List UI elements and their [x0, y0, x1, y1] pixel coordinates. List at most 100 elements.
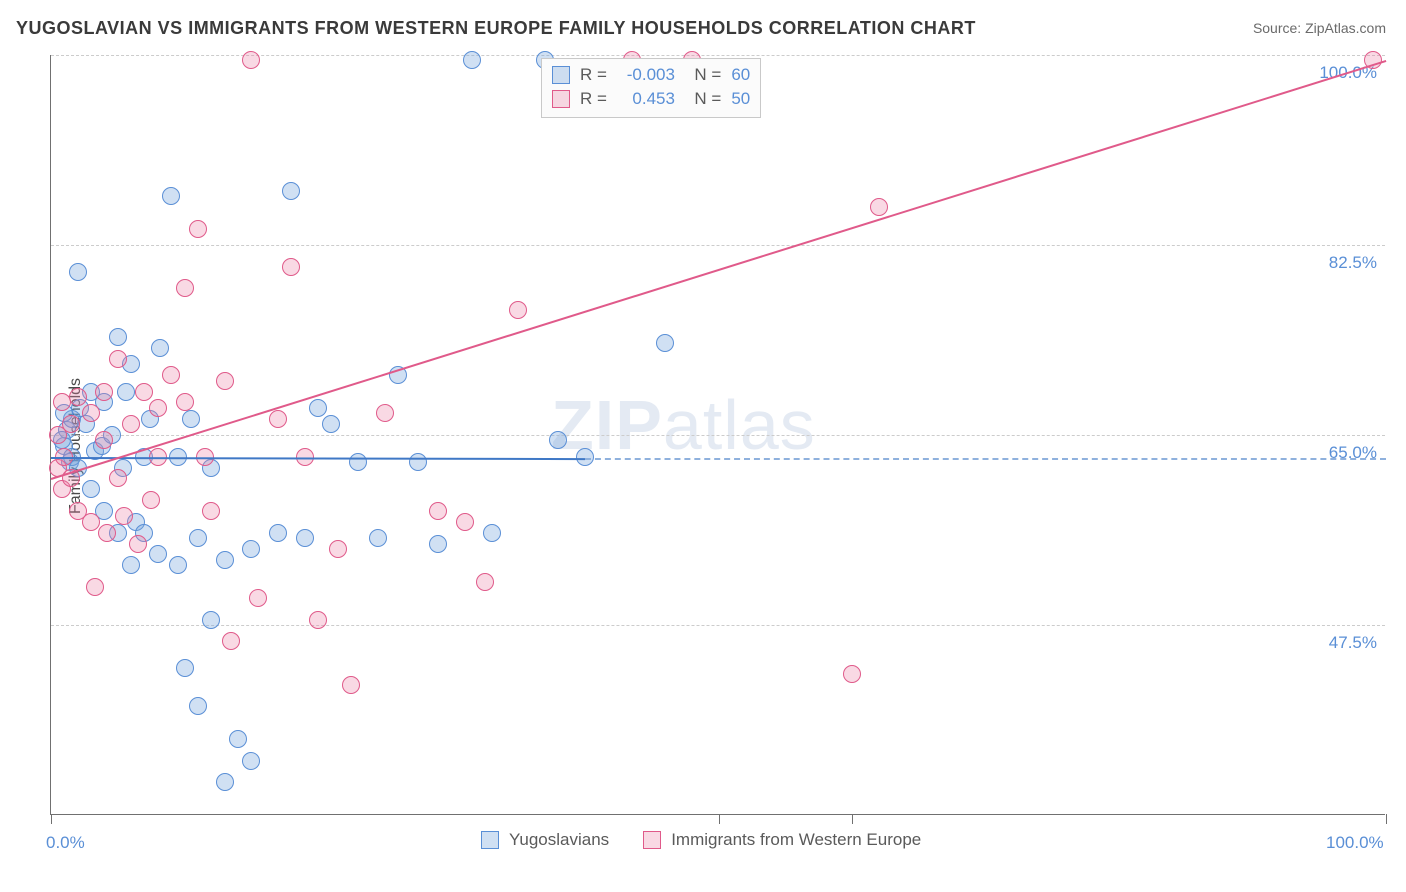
- scatter-point-yugo: [242, 752, 260, 770]
- scatter-point-yugo: [282, 182, 300, 200]
- scatter-point-weur: [109, 469, 127, 487]
- scatter-point-weur: [249, 589, 267, 607]
- scatter-point-weur: [115, 507, 133, 525]
- scatter-point-weur: [176, 279, 194, 297]
- legend-r-label: R =: [580, 87, 607, 111]
- chart-container: YUGOSLAVIAN VS IMMIGRANTS FROM WESTERN E…: [0, 0, 1406, 892]
- chart-title: YUGOSLAVIAN VS IMMIGRANTS FROM WESTERN E…: [16, 18, 976, 39]
- legend-n-label: N =: [685, 63, 721, 87]
- watermark-atlas: atlas: [663, 386, 816, 464]
- scatter-point-weur: [122, 415, 140, 433]
- legend-row-weur: R = 0.453 N = 50: [552, 87, 750, 111]
- scatter-point-weur: [843, 665, 861, 683]
- scatter-point-yugo: [576, 448, 594, 466]
- plot-area: ZIPatlas 47.5%65.0%82.5%100.0%0.0%100.0%…: [50, 55, 1385, 815]
- scatter-point-yugo: [216, 773, 234, 791]
- scatter-point-yugo: [322, 415, 340, 433]
- trend-line-dash: [585, 458, 1386, 460]
- x-tick-label: 0.0%: [46, 833, 85, 853]
- scatter-point-weur: [62, 415, 80, 433]
- scatter-point-yugo: [151, 339, 169, 357]
- scatter-point-weur: [222, 632, 240, 650]
- scatter-point-weur: [129, 535, 147, 553]
- scatter-point-yugo: [369, 529, 387, 547]
- scatter-point-weur: [216, 372, 234, 390]
- legend-label-yugo: Yugoslavians: [509, 830, 609, 850]
- x-tick: [852, 814, 853, 824]
- scatter-point-yugo: [429, 535, 447, 553]
- scatter-point-yugo: [549, 431, 567, 449]
- scatter-point-yugo: [202, 611, 220, 629]
- scatter-point-weur: [376, 404, 394, 422]
- scatter-point-yugo: [169, 556, 187, 574]
- gridline: [51, 245, 1385, 246]
- y-tick-label: 82.5%: [1329, 253, 1377, 273]
- scatter-point-yugo: [349, 453, 367, 471]
- scatter-point-yugo: [216, 551, 234, 569]
- legend-r-value: -0.003: [617, 63, 675, 87]
- legend-r-label: R =: [580, 63, 607, 87]
- x-tick: [1386, 814, 1387, 824]
- scatter-point-weur: [82, 404, 100, 422]
- scatter-point-weur: [69, 388, 87, 406]
- scatter-point-yugo: [69, 263, 87, 281]
- scatter-point-yugo: [149, 545, 167, 563]
- scatter-point-weur: [342, 676, 360, 694]
- scatter-point-weur: [95, 383, 113, 401]
- x-tick: [719, 814, 720, 824]
- y-tick-label: 65.0%: [1329, 443, 1377, 463]
- x-tick-label: 100.0%: [1326, 833, 1384, 853]
- scatter-point-yugo: [463, 51, 481, 69]
- scatter-point-weur: [309, 611, 327, 629]
- scatter-point-yugo: [483, 524, 501, 542]
- scatter-point-weur: [176, 393, 194, 411]
- gridline: [51, 435, 1385, 436]
- scatter-point-yugo: [122, 556, 140, 574]
- legend-label-weur: Immigrants from Western Europe: [671, 830, 921, 850]
- trend-line: [51, 457, 585, 460]
- scatter-point-yugo: [656, 334, 674, 352]
- scatter-point-weur: [269, 410, 287, 428]
- scatter-point-weur: [162, 366, 180, 384]
- scatter-point-yugo: [82, 480, 100, 498]
- scatter-point-yugo: [296, 529, 314, 547]
- scatter-point-weur: [509, 301, 527, 319]
- scatter-point-yugo: [109, 328, 127, 346]
- scatter-point-weur: [476, 573, 494, 591]
- scatter-point-weur: [109, 350, 127, 368]
- x-tick: [51, 814, 52, 824]
- scatter-point-yugo: [117, 383, 135, 401]
- scatter-point-yugo: [182, 410, 200, 428]
- scatter-point-weur: [189, 220, 207, 238]
- legend-correlation: R = -0.003 N = 60 R = 0.453 N = 50: [541, 58, 761, 118]
- legend-n-value: 50: [731, 87, 750, 111]
- y-tick-label: 47.5%: [1329, 633, 1377, 653]
- scatter-point-weur: [142, 491, 160, 509]
- scatter-point-weur: [870, 198, 888, 216]
- scatter-point-yugo: [189, 697, 207, 715]
- scatter-point-yugo: [176, 659, 194, 677]
- legend-row-yugo: R = -0.003 N = 60: [552, 63, 750, 87]
- scatter-point-weur: [202, 502, 220, 520]
- scatter-point-weur: [82, 513, 100, 531]
- legend-r-value: 0.453: [617, 87, 675, 111]
- scatter-point-weur: [149, 399, 167, 417]
- scatter-point-weur: [329, 540, 347, 558]
- scatter-point-yugo: [269, 524, 287, 542]
- scatter-point-weur: [456, 513, 474, 531]
- scatter-point-yugo: [242, 540, 260, 558]
- scatter-point-weur: [242, 51, 260, 69]
- scatter-point-yugo: [229, 730, 247, 748]
- scatter-point-weur: [98, 524, 116, 542]
- scatter-point-yugo: [309, 399, 327, 417]
- legend-n-label: N =: [685, 87, 721, 111]
- legend-n-value: 60: [731, 63, 750, 87]
- legend-series: Yugoslavians Immigrants from Western Euro…: [481, 830, 945, 850]
- scatter-point-yugo: [189, 529, 207, 547]
- scatter-point-weur: [429, 502, 447, 520]
- legend-swatch-yugo: [552, 66, 570, 84]
- scatter-point-yugo: [409, 453, 427, 471]
- source-attribution: Source: ZipAtlas.com: [1253, 20, 1386, 36]
- watermark-zip: ZIP: [551, 386, 663, 464]
- gridline: [51, 625, 1385, 626]
